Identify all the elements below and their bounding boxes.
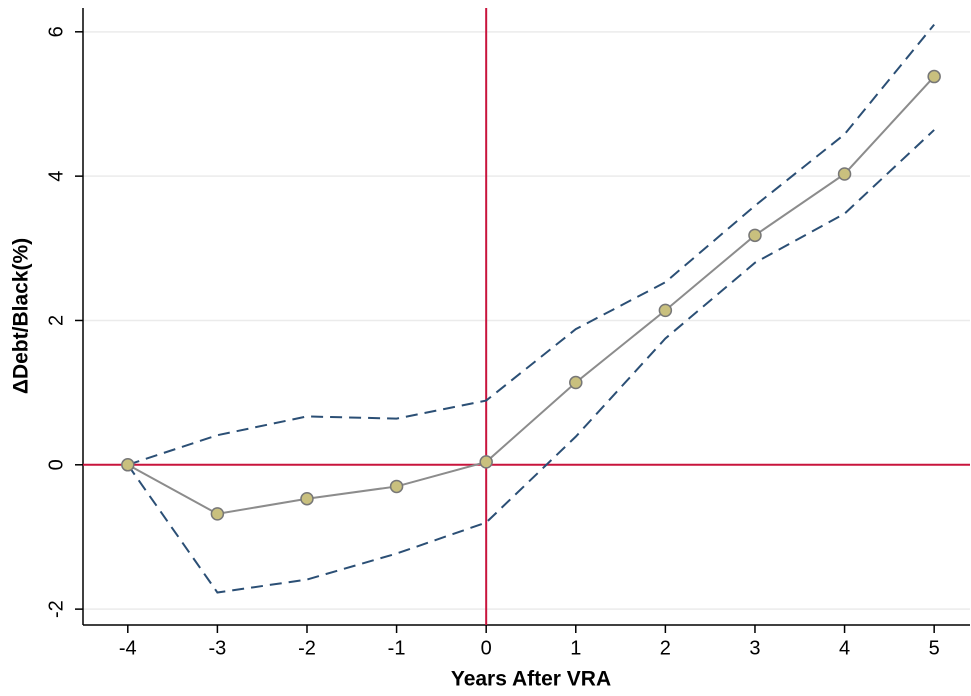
y-tick-label: 6 [45, 26, 67, 37]
x-tick-label: 1 [570, 637, 581, 659]
x-tick-label: 5 [929, 637, 940, 659]
x-tick-label: 4 [839, 637, 850, 659]
point [927, 69, 941, 84]
x-tick-label: -2 [298, 637, 316, 659]
ci-line [126, 129, 935, 594]
x-tick-label: -3 [208, 637, 226, 659]
y-tick-label: 4 [45, 171, 67, 182]
ci-line [127, 23, 935, 466]
x-axis-title: Years After VRA [451, 668, 611, 691]
x-tick-label: -1 [388, 637, 406, 659]
y-tick-label: 0 [45, 459, 67, 470]
x-tick-label: -4 [119, 637, 137, 659]
point [479, 455, 493, 469]
y-tick-label: -2 [45, 600, 67, 618]
y-tick-label: 2 [45, 315, 67, 326]
point [748, 228, 762, 243]
series-line [127, 75, 935, 515]
point [658, 303, 673, 318]
x-tick-label: 0 [481, 637, 492, 659]
x-tick-label: 3 [749, 637, 760, 659]
point [300, 491, 314, 506]
x-tick-label: 2 [660, 637, 671, 659]
point [121, 458, 135, 472]
y-axis-title: ΔDebt/Black(%) [10, 238, 33, 394]
point [569, 375, 583, 390]
point [389, 479, 404, 494]
point [837, 167, 852, 181]
point [210, 507, 225, 521]
